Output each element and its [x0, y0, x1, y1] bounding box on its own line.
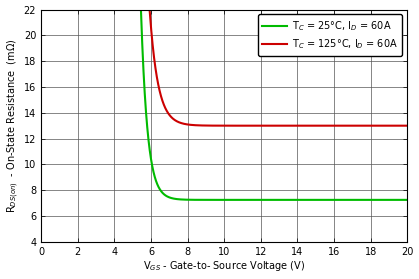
T$_C$ = 25°C, I$_D$ = 60A	[387, 198, 392, 201]
T$_C$ = 25°C, I$_D$ = 60A	[142, 80, 147, 83]
T$_C$ = 25°C, I$_D$ = 60A	[346, 198, 351, 201]
T$_C$ = 125°C, I$_D$ = 60A	[126, 8, 131, 11]
T$_C$ = 125°C, I$_D$ = 60A	[396, 124, 401, 127]
Legend: T$_C$ = 25°C, I$_D$ = 60A, T$_C$ = 125°C, I$_D$ = 60A: T$_C$ = 25°C, I$_D$ = 60A, T$_C$ = 125°C…	[258, 15, 402, 56]
T$_C$ = 25°C, I$_D$ = 60A	[397, 198, 402, 201]
T$_C$ = 125°C, I$_D$ = 60A	[140, 8, 145, 11]
T$_C$ = 125°C, I$_D$ = 60A	[254, 124, 259, 127]
T$_C$ = 25°C, I$_D$ = 60A	[262, 198, 267, 201]
T$_C$ = 25°C, I$_D$ = 60A	[255, 198, 260, 201]
Y-axis label: R$_{DS(on)}$  - On-State Resistance  (mΩ): R$_{DS(on)}$ - On-State Resistance (mΩ)	[5, 39, 21, 213]
T$_C$ = 125°C, I$_D$ = 60A	[345, 124, 350, 127]
X-axis label: V$_{GS}$ - Gate-to- Source Voltage (V): V$_{GS}$ - Gate-to- Source Voltage (V)	[143, 259, 305, 273]
T$_C$ = 25°C, I$_D$ = 60A	[397, 198, 402, 201]
Line: T$_C$ = 25°C, I$_D$ = 60A: T$_C$ = 25°C, I$_D$ = 60A	[130, 9, 407, 200]
T$_C$ = 25°C, I$_D$ = 60A	[127, 8, 132, 11]
Line: T$_C$ = 125°C, I$_D$ = 60A: T$_C$ = 125°C, I$_D$ = 60A	[128, 9, 407, 126]
T$_C$ = 125°C, I$_D$ = 60A	[261, 124, 266, 127]
T$_C$ = 125°C, I$_D$ = 60A	[397, 124, 402, 127]
T$_C$ = 25°C, I$_D$ = 60A	[405, 198, 410, 201]
T$_C$ = 125°C, I$_D$ = 60A	[405, 124, 410, 127]
